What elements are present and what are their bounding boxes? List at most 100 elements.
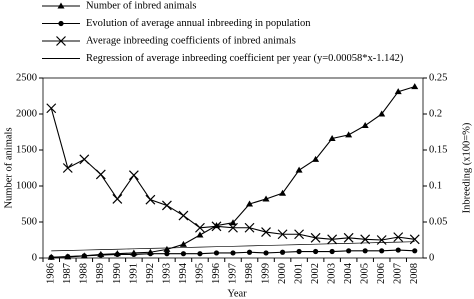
x-tick-label: 2000	[277, 263, 288, 284]
data-point	[62, 163, 73, 173]
y2-tick-label: 0.1	[429, 180, 442, 191]
data-point	[65, 253, 71, 260]
x-tick-label: 1991	[128, 263, 139, 284]
x-tick-label: 1999	[260, 263, 271, 284]
y2-tick-label: 0.05	[429, 216, 447, 227]
x-tick-label: 2006	[376, 263, 387, 284]
data-point	[263, 250, 269, 256]
data-point	[378, 110, 386, 117]
legend-label: Number of inbred animals	[86, 0, 197, 11]
x-tick-label: 1998	[244, 263, 255, 284]
data-point	[393, 232, 404, 243]
data-point	[343, 232, 354, 243]
data-point	[411, 83, 419, 90]
data-point	[229, 219, 237, 226]
data-point	[178, 210, 189, 221]
data-point	[161, 200, 172, 211]
y-tick-label: 1500	[16, 144, 37, 155]
data-point	[346, 248, 352, 254]
y2-tick-label: 0	[429, 252, 434, 263]
data-point	[327, 234, 338, 245]
x-tick-label: 1996	[211, 263, 222, 284]
data-point	[98, 252, 104, 258]
data-point	[79, 154, 90, 165]
x-tick-label: 1993	[161, 263, 172, 284]
data-point	[295, 166, 303, 173]
data-point	[379, 248, 385, 254]
y-tick-label: 500	[21, 216, 37, 227]
data-point	[112, 194, 123, 204]
data-point	[279, 249, 286, 255]
x-tick-label: 2008	[409, 263, 420, 284]
x-tick-label: 1989	[95, 263, 106, 284]
y2-tick-label: 0.25	[429, 72, 447, 83]
data-point	[228, 222, 238, 233]
y-tick-label: 0	[32, 252, 37, 263]
legend-marker	[58, 20, 64, 27]
data-point	[376, 235, 387, 245]
y-axis-label: Number of animals	[3, 127, 14, 208]
x-tick-label: 1988	[79, 263, 90, 284]
data-point	[48, 254, 54, 260]
x-tick-label: 2003	[327, 263, 338, 284]
data-point	[131, 251, 137, 257]
y-tick-label: 2500	[16, 72, 37, 83]
legend-label: Regression of average inbreeding coeffic…	[86, 53, 404, 64]
y2-tick-label: 0.15	[429, 144, 447, 155]
data-point	[312, 155, 320, 162]
data-point	[395, 247, 401, 253]
data-point	[360, 234, 371, 245]
data-point	[164, 251, 170, 257]
data-point	[277, 229, 288, 240]
legend-marker	[56, 36, 66, 46]
y-tick-label: 1000	[16, 180, 37, 191]
data-point	[95, 169, 106, 180]
data-point	[196, 231, 204, 238]
x-tick-label: 2005	[360, 263, 371, 284]
data-point	[180, 251, 187, 257]
data-point	[147, 251, 153, 257]
data-point	[394, 88, 402, 95]
data-point	[81, 253, 87, 259]
y2-tick-label: 0.2	[429, 108, 442, 119]
data-point	[362, 248, 368, 254]
x-tick-label: 2007	[393, 263, 404, 284]
data-point	[213, 250, 220, 256]
data-point	[128, 170, 139, 181]
data-point	[163, 245, 171, 252]
data-point	[345, 131, 353, 138]
data-point	[310, 232, 321, 243]
data-point	[412, 248, 418, 254]
data-point	[246, 249, 253, 255]
series-line	[51, 241, 415, 252]
data-point	[46, 103, 57, 114]
x-tick-label: 1990	[112, 263, 123, 284]
data-point	[244, 222, 255, 233]
data-point	[329, 248, 335, 255]
x-tick-label: 2002	[310, 263, 321, 284]
x-tick-label: 2001	[293, 263, 304, 284]
x-tick-label: 1994	[178, 262, 189, 284]
data-point	[197, 251, 203, 257]
x-tick-label: 1992	[145, 263, 156, 284]
legend-label: Average inbreeding coefficients of inbre…	[86, 35, 296, 46]
data-point	[261, 227, 271, 238]
data-point	[294, 229, 305, 240]
data-point	[246, 200, 254, 207]
data-point	[114, 251, 120, 257]
x-tick-label: 1997	[227, 263, 238, 284]
data-point	[179, 240, 187, 247]
x-tick-label: 1986	[46, 263, 57, 284]
data-point	[230, 250, 236, 256]
data-point	[328, 134, 336, 141]
x-axis-label: Year	[227, 288, 247, 299]
x-tick-label: 1987	[62, 263, 73, 284]
data-point	[296, 248, 302, 255]
series-line	[51, 86, 415, 258]
legend-marker	[57, 2, 65, 9]
data-point	[313, 248, 319, 255]
y-tick-label: 2000	[16, 108, 37, 119]
data-point	[409, 234, 420, 245]
y2-axis-label: Inbreeding (x100=%)	[461, 122, 472, 213]
